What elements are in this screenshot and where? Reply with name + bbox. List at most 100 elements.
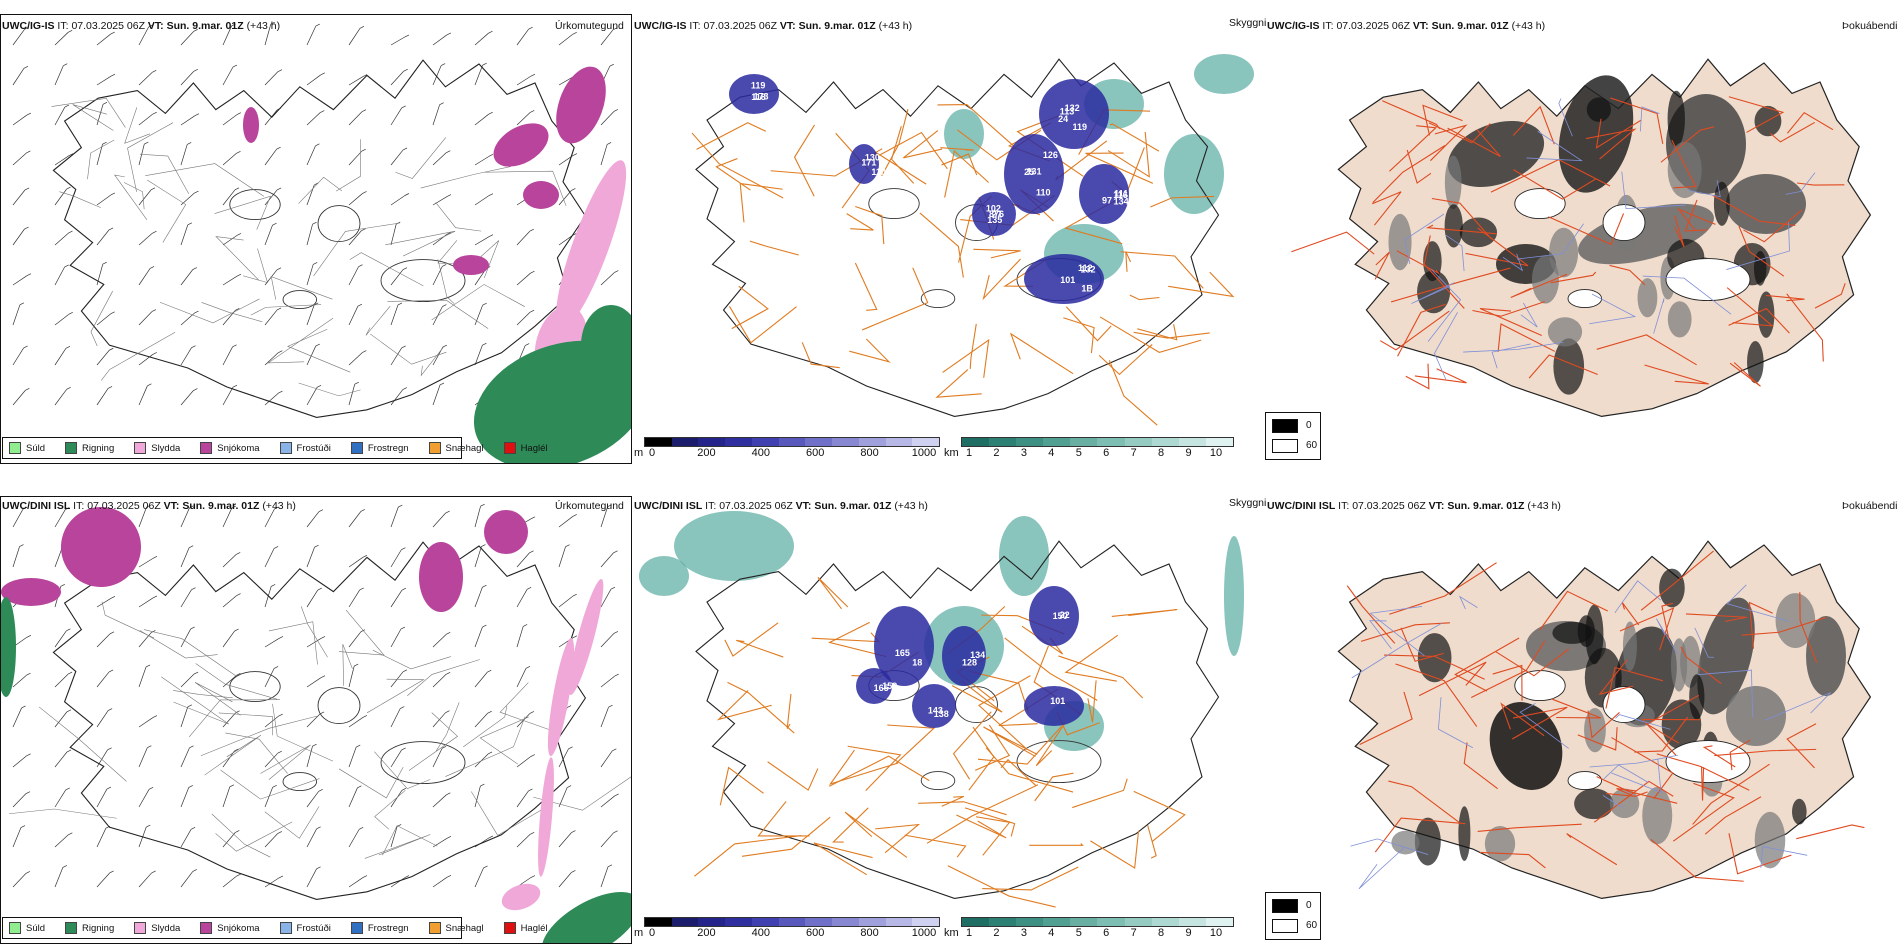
coastline [52, 541, 587, 900]
wind-barb [12, 674, 27, 688]
rain-precip-area [541, 892, 631, 943]
road-line [1064, 634, 1119, 682]
colorbar-tick-label: 400 [751, 927, 770, 939]
colorbar-step [1205, 918, 1233, 926]
wind-barb-flag [66, 709, 72, 713]
road-line [716, 690, 772, 721]
ceiling-label: 101 [1060, 275, 1075, 285]
fog-indicator-area [1552, 621, 1593, 644]
ceiling-label: 110 [871, 167, 886, 177]
road-line [1512, 105, 1555, 145]
wind-barb-flag [361, 228, 366, 231]
road-line [242, 248, 268, 284]
colorbar-step [989, 918, 1017, 926]
wind-barb [348, 631, 362, 648]
road-line [935, 369, 982, 398]
wind-barb-flag [193, 28, 198, 32]
wind-barb [390, 549, 402, 568]
road-line [1674, 215, 1685, 248]
wind-barb [138, 507, 147, 528]
wind-barb [12, 793, 27, 808]
wind-barb [348, 511, 362, 528]
wind-barb-flag [571, 870, 576, 873]
colorbar-tick-label: 8 [1158, 447, 1165, 459]
wind-barb-flag [487, 751, 493, 755]
cloud-ceiling-area [1024, 254, 1104, 304]
wind-barb [138, 597, 154, 608]
wind-barb-flag [572, 635, 578, 639]
wind-barb [222, 25, 232, 46]
wind-barb [12, 755, 27, 768]
wind-barb [474, 65, 483, 86]
colorbar-tick-label: 400 [751, 447, 770, 459]
wind-barb-flag [398, 504, 403, 508]
colorbar-step [858, 438, 886, 446]
colorbar-step [962, 438, 990, 446]
fog-indicator-area [1754, 811, 1786, 869]
colorbar-tick-label: 4 [1048, 927, 1055, 939]
wind-barb-flag [612, 27, 618, 31]
wind-barb [138, 666, 147, 688]
wind-barb [348, 193, 363, 206]
road-line [1472, 301, 1545, 317]
wind-barb [516, 75, 532, 86]
wind-barb-flag [315, 23, 320, 27]
ceiling-label: 134 [1114, 196, 1129, 206]
ceiling-label: 134 [970, 650, 985, 660]
wind-barb [264, 148, 277, 166]
wind-barb-flag [147, 383, 152, 387]
road-line [1646, 694, 1699, 744]
colorbar-tick-label: 200 [697, 927, 716, 939]
wind-barb-flag [404, 34, 410, 38]
wind-barb [180, 871, 194, 888]
wind-barb [600, 272, 615, 286]
road-line [1726, 287, 1774, 327]
wind-barb [600, 29, 614, 46]
wind-barb-flag [608, 704, 613, 708]
road-line [1500, 702, 1545, 737]
fog-indicator-area [1747, 341, 1764, 384]
wind-barb [54, 188, 67, 206]
legend-swatch [428, 922, 441, 934]
colorbar-step [1097, 918, 1125, 926]
legend-label: Rigning [82, 922, 115, 934]
road-line [1395, 663, 1478, 727]
wind-barb [222, 832, 236, 848]
wind-barb [180, 390, 194, 406]
wind-barb-flag [401, 787, 407, 791]
sleet-precip-area [501, 883, 541, 911]
visibility-strip [961, 917, 1234, 927]
wind-barb [474, 672, 488, 688]
road-line [1738, 225, 1785, 277]
ceiling-unit: m [634, 447, 644, 459]
road-line [215, 236, 259, 281]
road-line [1477, 823, 1582, 833]
fog-indicator-area [1414, 817, 1441, 866]
wind-barb [516, 668, 527, 688]
ceiling-strip [644, 917, 940, 927]
wind-barb [474, 32, 489, 46]
wind-barb-flag [193, 388, 198, 391]
cloud-map-row1: 131 132 97 102 112 119 130 126 113 116 27 132 118 110… [691, 54, 1254, 426]
fog-indicator-area [1444, 204, 1463, 248]
wind-barb [432, 65, 442, 86]
road-line [918, 801, 1007, 816]
road-line [1418, 661, 1487, 697]
road-line [173, 690, 233, 699]
road-line [1769, 121, 1815, 143]
road-line [1621, 171, 1686, 210]
wind-barb-flag [526, 587, 532, 590]
wind-barb-flag [110, 73, 116, 77]
road-line [374, 751, 431, 790]
wind-barb-flag [146, 504, 151, 508]
wind-barb-flag [66, 749, 72, 753]
wind-barb [390, 269, 404, 286]
wind-barb [264, 309, 278, 326]
legend-label: Snæhagl [445, 442, 484, 454]
snow-precip-area [523, 181, 559, 209]
colorbar-step [832, 918, 859, 926]
wind-barb [54, 711, 68, 728]
road-line [1680, 646, 1722, 685]
road-line [1437, 697, 1474, 749]
wind-barb-flag [607, 504, 612, 507]
